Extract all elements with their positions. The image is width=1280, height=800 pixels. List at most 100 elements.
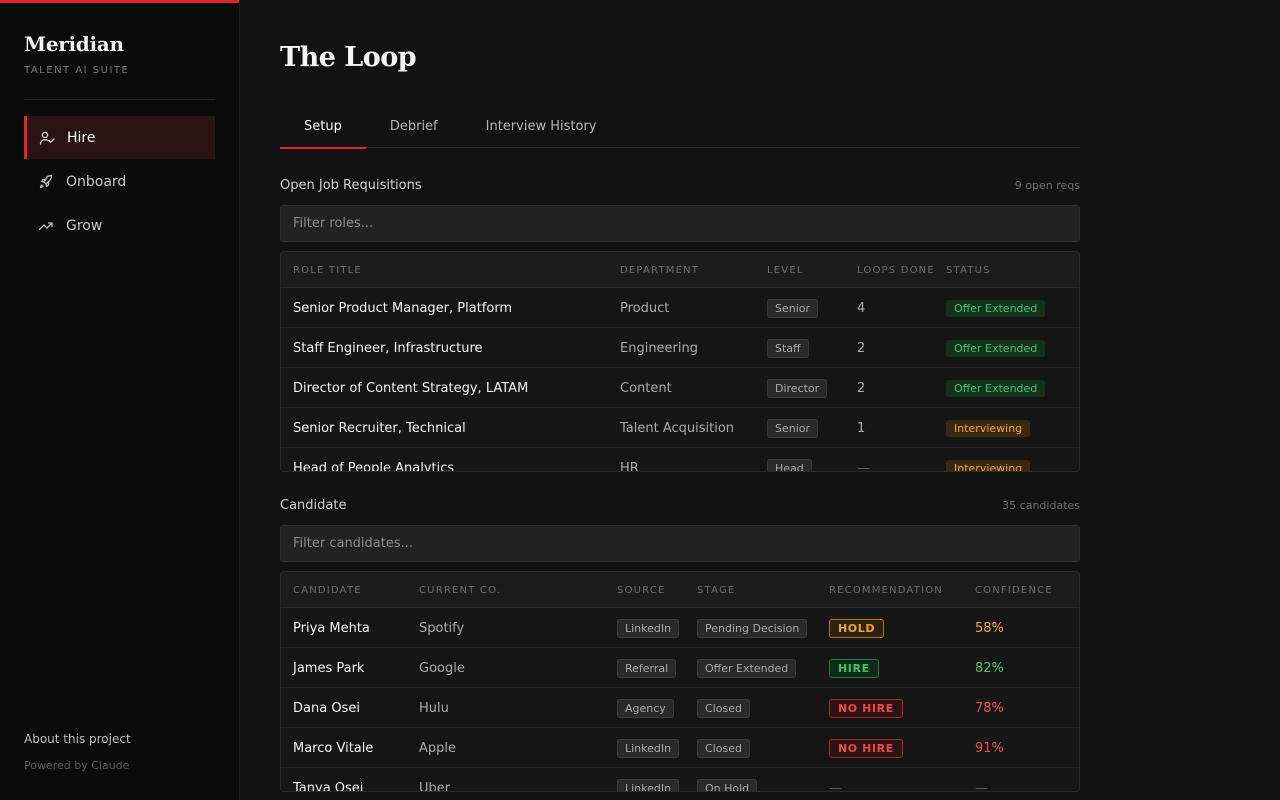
- column-header-loops-done[interactable]: LOOPS DONE: [857, 264, 935, 276]
- stage-cell: Offer Extended: [697, 648, 797, 688]
- table-row[interactable]: Head of People Analytics HR Head — Interview…: [281, 448, 1079, 471]
- source-cell: Referral: [617, 648, 677, 688]
- current-company-cell: Hulu: [419, 700, 449, 716]
- tab-debrief[interactable]: Debrief: [389, 118, 438, 134]
- confidence-value: 91%: [975, 740, 1004, 756]
- level-cell: Senior: [767, 288, 819, 328]
- loops-done-cell: 4: [857, 300, 866, 316]
- confidence-cell: —: [975, 768, 988, 792]
- candidates-header: Candidate 35 candidates: [280, 498, 1080, 513]
- level-cell: Director: [767, 368, 828, 408]
- recommendation-badge: HIRE: [829, 658, 879, 678]
- column-header-source[interactable]: SOURCE: [617, 584, 666, 596]
- candidates-table-header: CANDIDATE CURRENT CO. SOURCE STAGE RECOM…: [281, 572, 1079, 608]
- table-row[interactable]: Dana Osei Hulu Agency Closed NO HIRE 78%: [281, 688, 1079, 728]
- requisitions-count: 9 open reqs: [1014, 179, 1080, 192]
- recommendation-cell: HIRE: [829, 648, 879, 688]
- level-cell: Staff: [767, 328, 809, 368]
- recommendation-badge: NO HIRE: [829, 698, 903, 718]
- status-cell: Offer Extended: [946, 368, 1046, 408]
- loops-done-cell: 1: [857, 420, 866, 436]
- table-row[interactable]: Marco Vitale Apple LinkedIn Closed NO HIRE 91…: [281, 728, 1079, 768]
- candidates-title: Candidate: [280, 498, 347, 513]
- table-row[interactable]: Director of Content Strategy, LATAM Conte…: [281, 368, 1079, 408]
- table-row[interactable]: Priya Mehta Spotify LinkedIn Pending Decisi…: [281, 608, 1079, 648]
- sidebar-item-onboard[interactable]: Onboard: [24, 160, 215, 203]
- table-row[interactable]: Senior Recruiter, Technical Talent Acquis…: [281, 408, 1079, 448]
- column-header-status[interactable]: STATUS: [946, 264, 991, 276]
- filter-candidates-input[interactable]: [280, 525, 1080, 562]
- table-row[interactable]: Tanya Osei Uber LinkedIn On Hold — —: [281, 768, 1079, 792]
- status-cell: Interviewing: [946, 448, 1031, 471]
- level-cell: Senior: [767, 408, 819, 448]
- stage-tag: Closed: [697, 738, 750, 758]
- confidence-value: 78%: [975, 700, 1004, 716]
- status-badge: Offer Extended: [946, 379, 1046, 397]
- status-cell: Offer Extended: [946, 328, 1046, 368]
- current-company-cell: Google: [419, 660, 465, 676]
- requisitions-table-header: ROLE TITLE DEPARTMENT LEVEL LOOPS DONE S…: [281, 252, 1079, 288]
- role-title-cell: Senior Product Manager, Platform: [293, 300, 513, 316]
- column-header-candidate[interactable]: CANDIDATE: [293, 584, 362, 596]
- sidebar: Meridian TALENT AI SUITE Hire Onboard Gr…: [0, 0, 240, 800]
- stage-cell: Pending Decision: [697, 608, 808, 648]
- source-tag: LinkedIn: [617, 738, 680, 758]
- table-row[interactable]: James Park Google Referral Offer Extended HI…: [281, 648, 1079, 688]
- source-cell: Agency: [617, 688, 674, 728]
- requisitions-title: Open Job Requisitions: [280, 178, 422, 193]
- loops-done-cell: 2: [857, 340, 866, 356]
- stage-tag: Offer Extended: [697, 658, 797, 678]
- user-check-icon: [39, 130, 55, 146]
- level-tag: Senior: [767, 418, 819, 438]
- sidebar-item-label: Hire: [67, 129, 96, 146]
- recommendation-cell: NO HIRE: [829, 728, 903, 768]
- filter-roles-input[interactable]: [280, 205, 1080, 242]
- rocket-icon: [38, 174, 54, 190]
- tab-setup[interactable]: Setup: [280, 104, 366, 149]
- column-header-role-title[interactable]: ROLE TITLE: [293, 264, 362, 276]
- sidebar-item-hire[interactable]: Hire: [24, 116, 215, 159]
- page-title: The Loop: [280, 42, 417, 73]
- recommendation-cell: HOLD: [829, 608, 885, 648]
- status-cell: Offer Extended: [946, 288, 1046, 328]
- recommendation-badge: HOLD: [829, 618, 885, 638]
- column-header-recommendation[interactable]: RECOMMENDATION: [829, 584, 943, 596]
- status-badge: Interviewing: [946, 419, 1031, 437]
- role-title-cell: Director of Content Strategy, LATAM: [293, 380, 529, 396]
- column-header-current-company[interactable]: CURRENT CO.: [419, 584, 502, 596]
- requisitions-table-body: Senior Product Manager, Platform Product S…: [281, 288, 1079, 471]
- status-badge: Offer Extended: [946, 339, 1046, 357]
- stage-tag: On Hold: [697, 778, 758, 791]
- about-project-link[interactable]: About this project: [24, 732, 131, 746]
- tab-bar: Setup Debrief Interview History: [280, 104, 1080, 149]
- level-tag: Senior: [767, 298, 819, 318]
- brand-logo: Meridian: [24, 32, 124, 56]
- column-header-department[interactable]: DEPARTMENT: [620, 264, 700, 276]
- tab-interview-history[interactable]: Interview History: [485, 118, 597, 134]
- recommendation-cell: NO HIRE: [829, 688, 903, 728]
- sidebar-divider: [24, 99, 215, 100]
- sidebar-item-grow[interactable]: Grow: [24, 204, 215, 247]
- stage-cell: On Hold: [697, 768, 758, 791]
- candidates-table: CANDIDATE CURRENT CO. SOURCE STAGE RECOM…: [280, 571, 1080, 792]
- column-header-confidence[interactable]: CONFIDENCE: [975, 584, 1053, 596]
- requisitions-table: ROLE TITLE DEPARTMENT LEVEL LOOPS DONE S…: [280, 251, 1080, 472]
- sidebar-item-label: Onboard: [66, 173, 127, 190]
- source-tag: Referral: [617, 658, 677, 678]
- column-header-level[interactable]: LEVEL: [767, 264, 804, 276]
- sidebar-item-label: Grow: [66, 217, 103, 234]
- department-cell: Engineering: [620, 340, 698, 356]
- sidebar-accent-bar: [0, 0, 239, 3]
- role-title-cell: Senior Recruiter, Technical: [293, 420, 466, 436]
- role-title-cell: Staff Engineer, Infrastructure: [293, 340, 483, 356]
- level-tag: Staff: [767, 338, 809, 358]
- source-tag: Agency: [617, 698, 674, 718]
- table-row[interactable]: Staff Engineer, Infrastructure Engineerin…: [281, 328, 1079, 368]
- table-row[interactable]: Senior Product Manager, Platform Product S…: [281, 288, 1079, 328]
- requisitions-header: Open Job Requisitions 9 open reqs: [280, 178, 1080, 193]
- department-cell: Product: [620, 300, 670, 316]
- column-header-stage[interactable]: STAGE: [697, 584, 736, 596]
- recommendation-badge: NO HIRE: [829, 738, 903, 758]
- level-tag: Head: [767, 458, 812, 471]
- status-badge: Interviewing: [946, 459, 1031, 471]
